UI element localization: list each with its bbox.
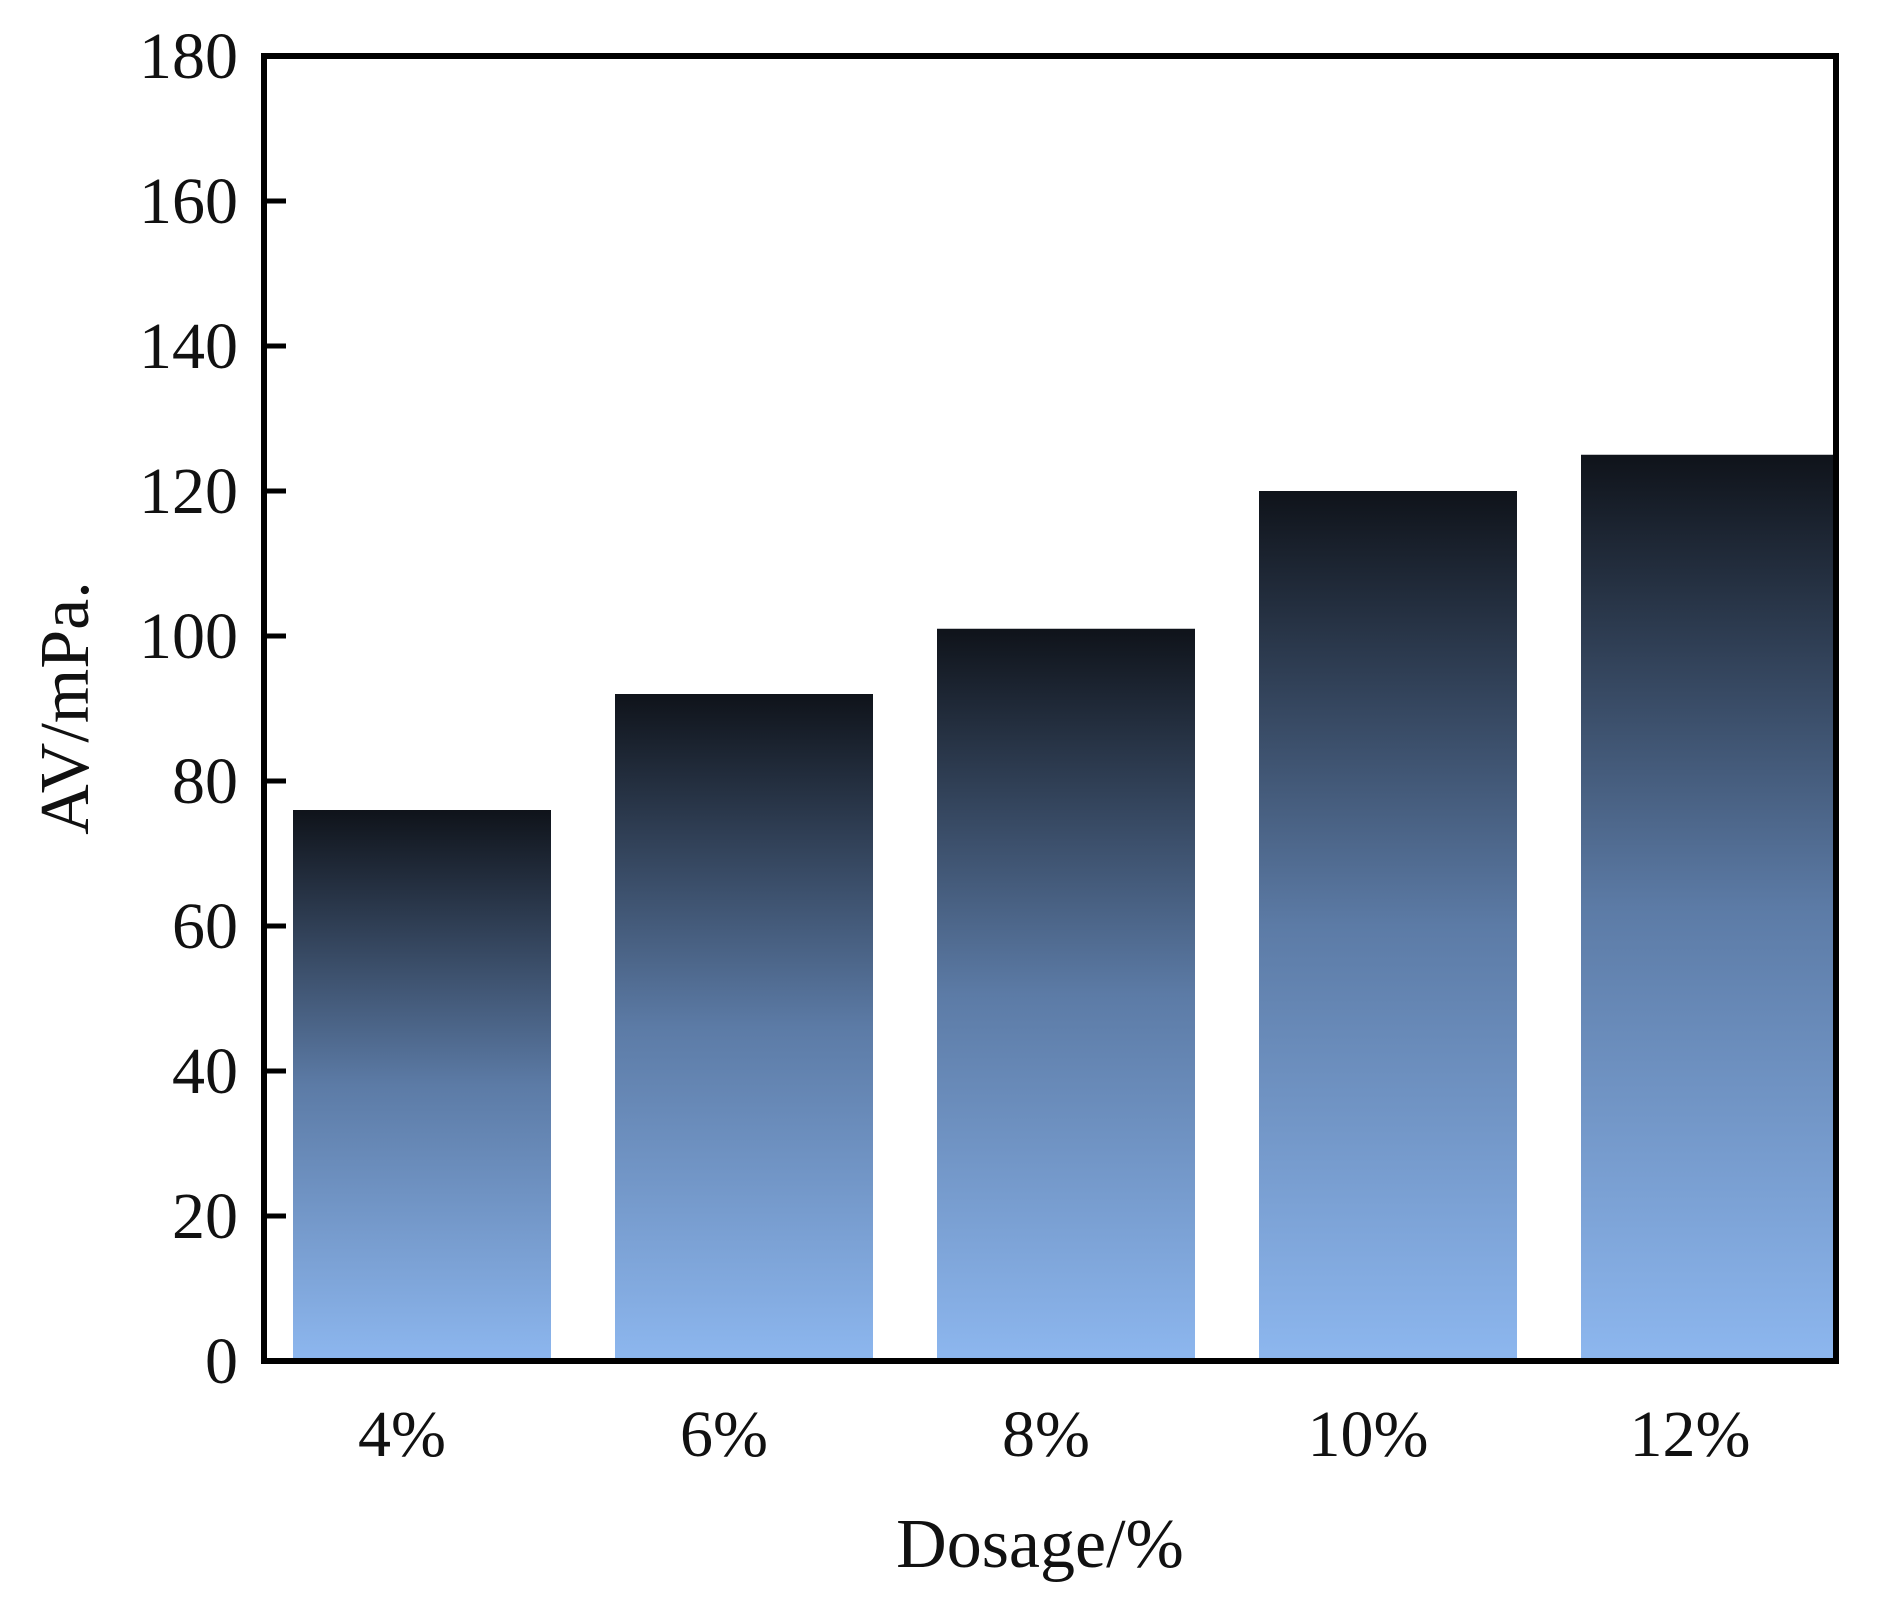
y-axis-ticks: 0 20 40 60 80 100 120 140 160 180: [139, 20, 286, 1398]
y-tick-label: 80: [172, 745, 238, 818]
x-axis-ticks: 4% 6% 8% 10% 12%: [358, 1398, 1750, 1471]
y-tick-label: 160: [139, 165, 238, 238]
bars-group: [293, 454, 1839, 1361]
bar-12pct: [1581, 454, 1839, 1361]
x-axis-title: Dosage/%: [896, 1506, 1184, 1583]
plot-frame: [261, 53, 1839, 1364]
y-tick-label: 140: [139, 310, 238, 383]
x-tick-label: 12%: [1630, 1398, 1751, 1471]
x-tick-label: 8%: [1002, 1398, 1090, 1471]
x-tick-label: 10%: [1308, 1398, 1429, 1471]
x-tick-label: 6%: [680, 1398, 768, 1471]
bar-6pct: [615, 694, 873, 1361]
y-tick-label: 120: [139, 455, 238, 528]
y-axis-title: AV/mPa.: [27, 581, 104, 834]
y-tick-label: 20: [172, 1180, 238, 1253]
y-tick-label: 60: [172, 890, 238, 963]
y-tick-label: 100: [139, 600, 238, 673]
bar-10pct: [1259, 491, 1517, 1361]
bar-4pct: [293, 810, 551, 1361]
bar-8pct: [937, 628, 1195, 1361]
y-tick-label: 180: [139, 20, 238, 93]
y-tick-label: 0: [205, 1325, 238, 1398]
y-tick-label: 40: [172, 1035, 238, 1108]
x-tick-label: 4%: [358, 1398, 446, 1471]
